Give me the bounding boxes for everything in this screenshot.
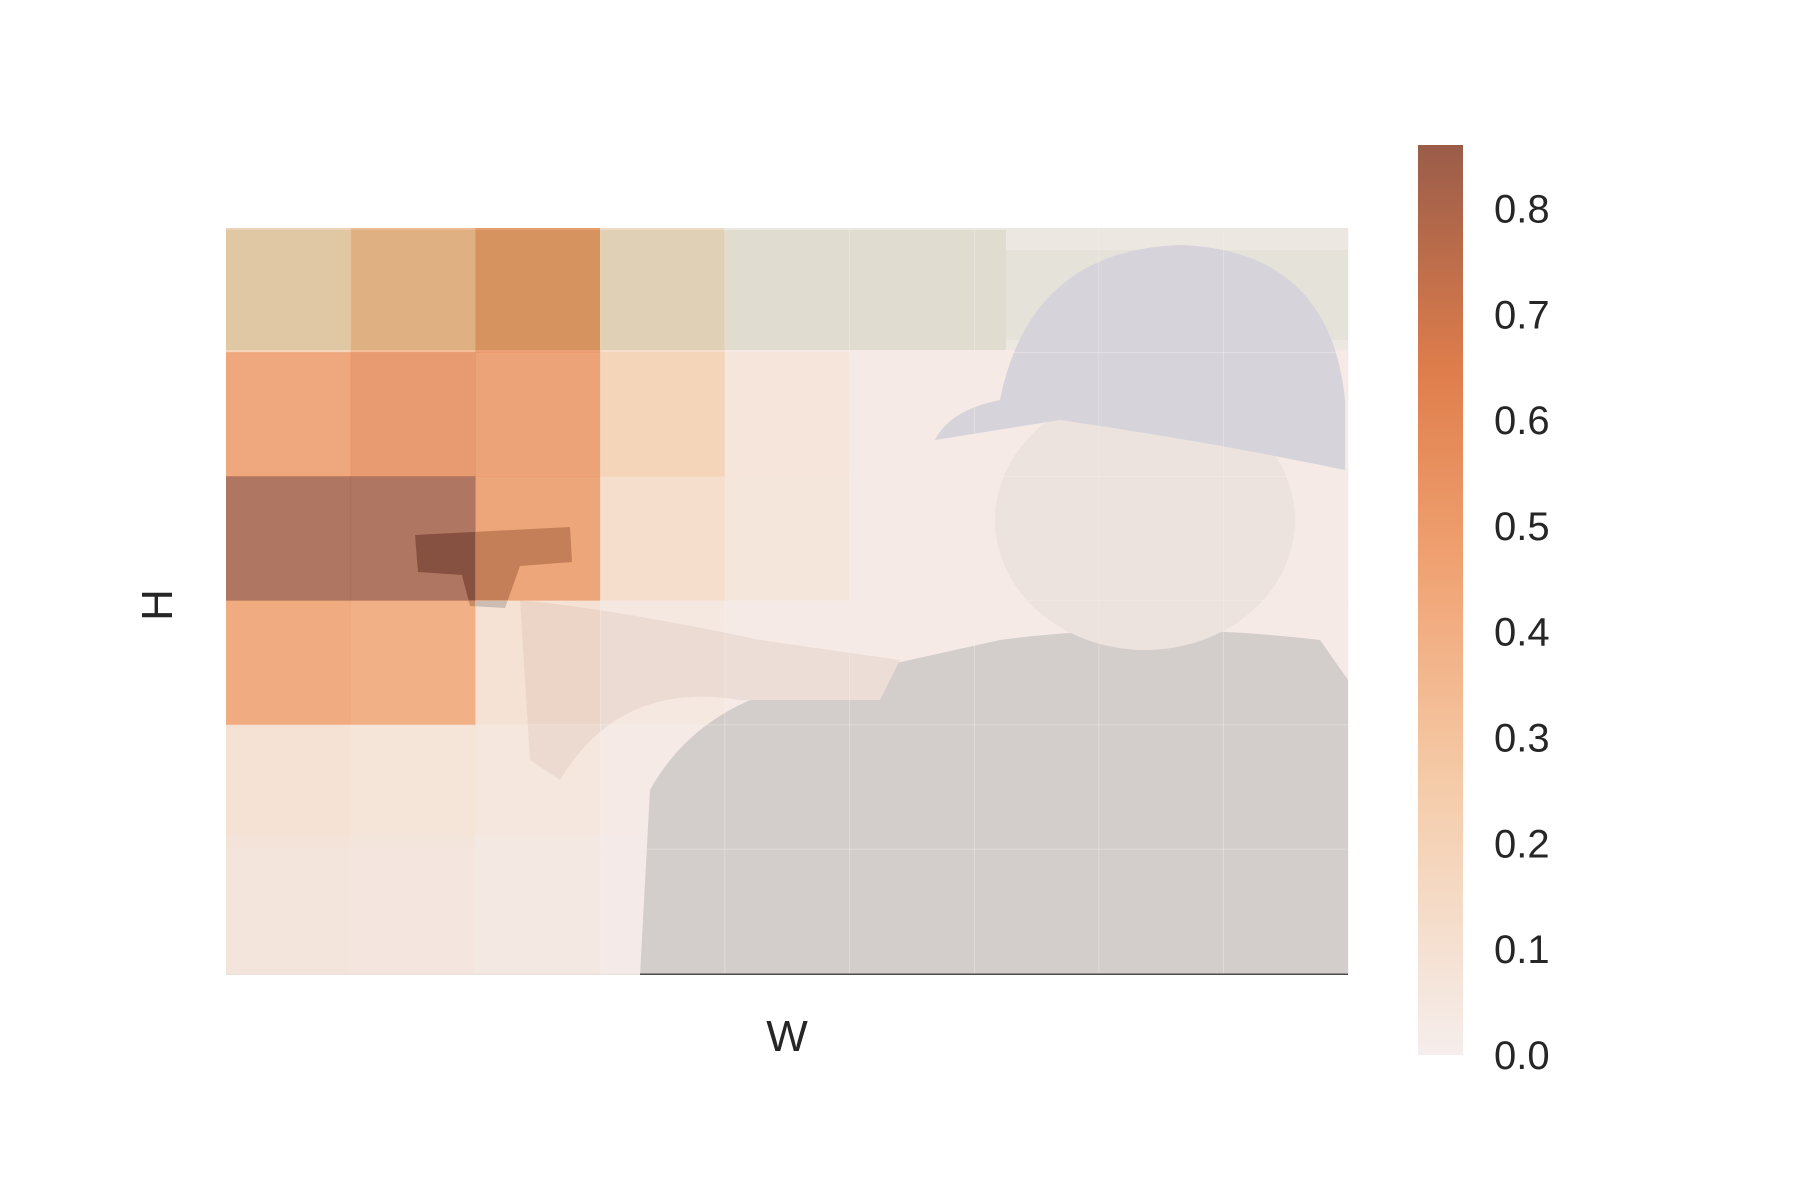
heatmap-cell-r2-c5 — [849, 476, 975, 601]
heatmap-cell-r5-c2 — [475, 848, 601, 974]
heatmap-cell-r1-c0 — [226, 352, 352, 477]
heatmap-cell-r5-c6 — [974, 848, 1100, 974]
heatmap-cell-r3-c6 — [974, 600, 1100, 726]
heatmap-cell-r3-c7 — [1098, 600, 1224, 726]
heatmap-cell-r0-c0 — [226, 228, 352, 353]
colorbar — [1418, 145, 1463, 1055]
heatmap-cell-r1-c1 — [350, 352, 476, 477]
heatmap-cell-r5-c3 — [600, 848, 726, 974]
heatmap-cell-r5-c7 — [1098, 848, 1224, 974]
heatmap-cell-r2-c4 — [724, 476, 850, 601]
heatmap-cell-r4-c1 — [350, 724, 476, 850]
heatmap-cell-r1-c7 — [1098, 352, 1224, 477]
colorbar-tick-label: 0.3 — [1494, 717, 1550, 761]
colorbar-tick-label: 0.0 — [1494, 1034, 1550, 1078]
heatmap-cell-r0-c7 — [1098, 228, 1224, 353]
heatmap-cell-r4-c6 — [974, 724, 1100, 850]
heatmap-cell-r4-c2 — [475, 724, 601, 850]
colorbar-tick-label: 0.4 — [1494, 611, 1550, 655]
colorbar-tick-label: 0.8 — [1494, 188, 1550, 232]
heatmap-cell-r4-c7 — [1098, 724, 1224, 850]
heatmap-cell-r5-c5 — [849, 848, 975, 974]
heatmap-cell-r5-c1 — [350, 848, 476, 974]
heatmap-cell-r0-c4 — [724, 228, 850, 353]
heatmap-cell-r3-c2 — [475, 600, 601, 726]
colorbar-tick-label: 0.2 — [1494, 822, 1550, 866]
heatmap-cell-r4-c4 — [724, 724, 850, 850]
heatmap-cell-r1-c8 — [1223, 352, 1349, 477]
heatmap-cell-r4-c3 — [600, 724, 726, 850]
colorbar-ticks: 0.0 0.1 0.2 0.3 0.4 0.5 0.6 0.7 0.8 — [1494, 188, 1550, 1079]
heatmap-cell-r2-c8 — [1223, 476, 1349, 601]
x-axis-label: W — [766, 1012, 808, 1061]
heatmap-cell-r0-c5 — [849, 228, 975, 353]
heatmap-cell-r0-c2 — [475, 228, 601, 353]
heatmap-cell-r2-c3 — [600, 476, 726, 601]
heatmap-cell-r2-c1 — [350, 476, 476, 601]
heatmap-cell-r4-c5 — [849, 724, 975, 850]
heatmap-cell-r1-c5 — [849, 352, 975, 477]
colorbar-tick-label: 0.1 — [1494, 928, 1550, 972]
heatmap-cell-r0-c1 — [350, 228, 476, 353]
heatmap-cell-r0-c3 — [600, 228, 726, 353]
heatmap-cell-r3-c5 — [849, 600, 975, 726]
heatmap-cell-r3-c0 — [226, 600, 352, 726]
heatmap-cell-r5-c0 — [226, 848, 352, 974]
heatmap-cell-r4-c8 — [1223, 724, 1349, 850]
heatmap-cell-r2-c7 — [1098, 476, 1224, 601]
heatmap-cell-r4-c0 — [226, 724, 352, 850]
heatmap-cell-r1-c3 — [600, 352, 726, 477]
y-axis-label: H — [133, 589, 182, 621]
colorbar-tick-label: 0.7 — [1494, 293, 1550, 337]
heatmap-cell-r0-c6 — [974, 228, 1100, 353]
colorbar-tick-label: 0.6 — [1494, 399, 1550, 443]
heatmap-cell-r5-c4 — [724, 848, 850, 974]
heatmap-cell-r1-c6 — [974, 352, 1100, 477]
heatmap-cell-r2-c0 — [226, 476, 352, 601]
heatmap-cell-r3-c3 — [600, 600, 726, 726]
heatmap-cell-r1-c4 — [724, 352, 850, 477]
heatmap-cell-r2-c6 — [974, 476, 1100, 601]
heatmap-cell-r0-c8 — [1223, 228, 1349, 353]
heatmap-cell-r3-c1 — [350, 600, 476, 726]
heatmap-cell-r2-c2 — [475, 476, 601, 601]
heatmap-cell-r5-c8 — [1223, 848, 1349, 974]
heatmap-cell-r3-c8 — [1223, 600, 1349, 726]
heatmap-cells — [226, 228, 1349, 974]
heatmap-cell-r1-c2 — [475, 352, 601, 477]
heatmap-cell-r3-c4 — [724, 600, 850, 726]
colorbar-tick-label: 0.5 — [1494, 505, 1550, 549]
